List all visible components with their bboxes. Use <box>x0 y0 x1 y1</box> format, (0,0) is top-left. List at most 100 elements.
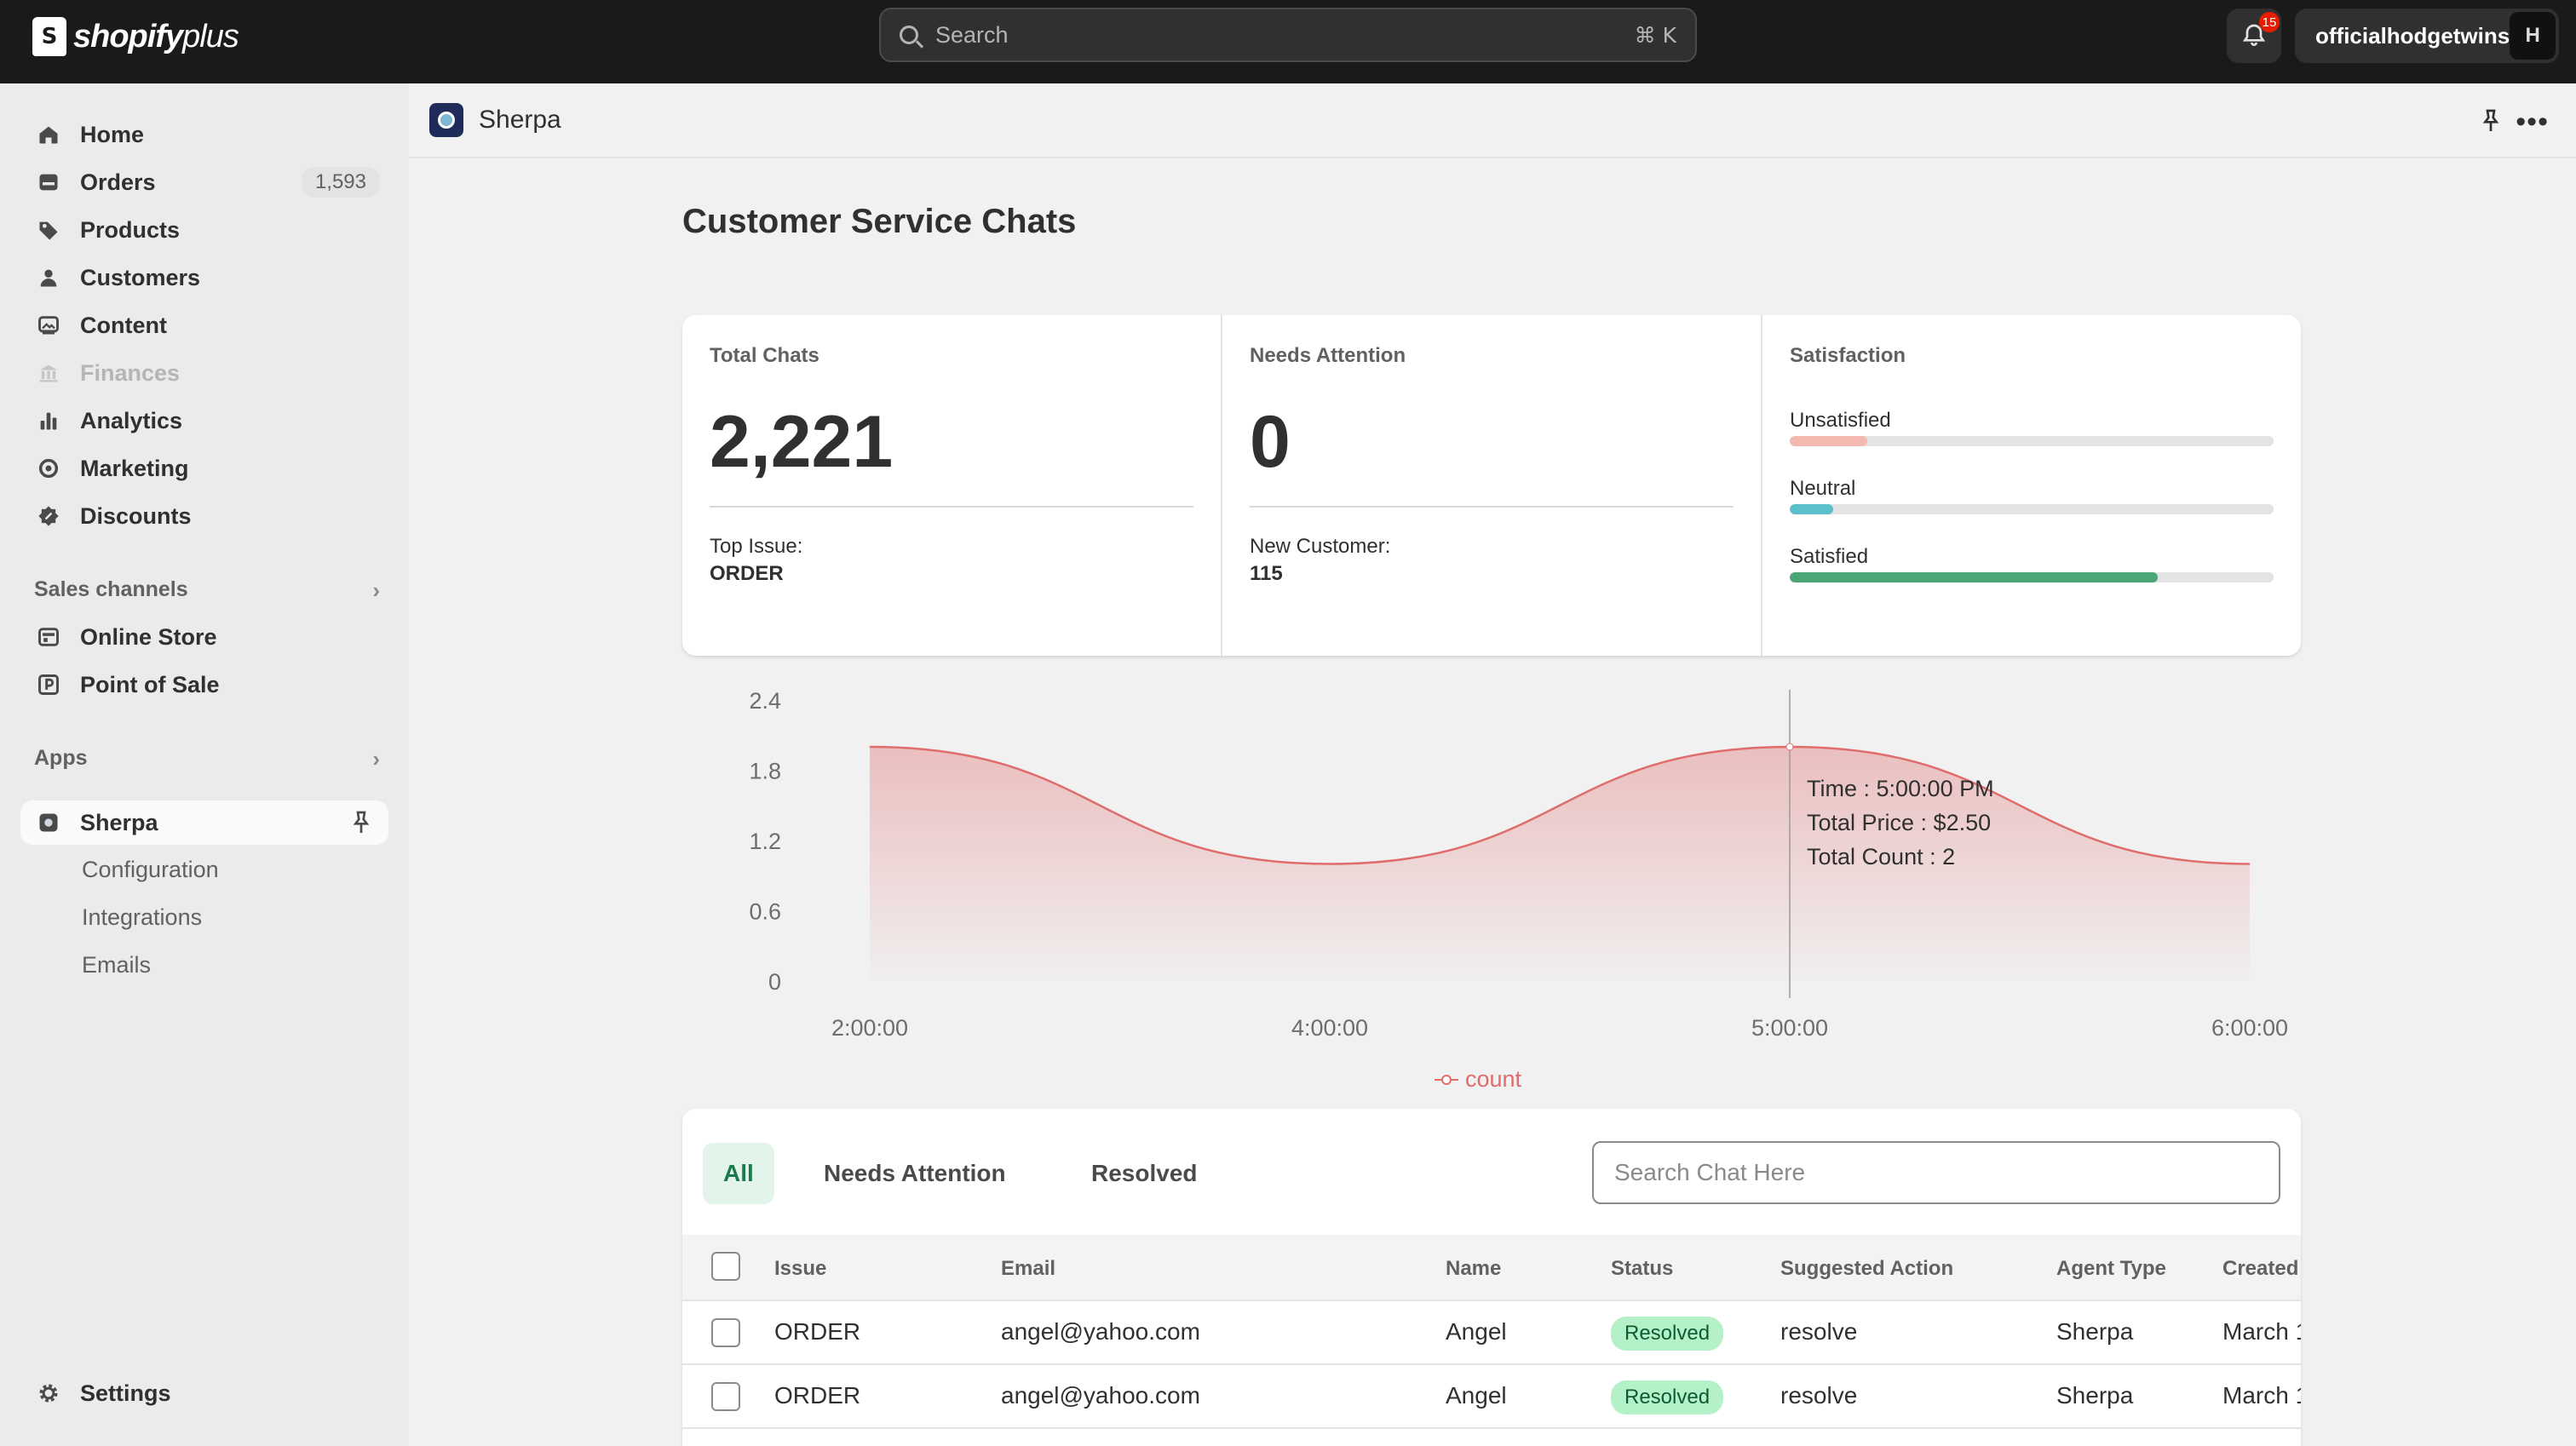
app-title: Sherpa <box>479 106 561 134</box>
needs-attention-card: Needs Attention 0 New Customer: 115 <box>1222 315 1762 656</box>
select-all-checkbox[interactable] <box>711 1252 740 1281</box>
tab-needs-attention[interactable]: Needs Attention <box>824 1160 1006 1186</box>
sidebar-item-finances[interactable]: Finances <box>20 351 388 395</box>
legend-marker-icon <box>1435 1074 1458 1086</box>
column-created[interactable]: Created <box>2222 1257 2299 1280</box>
x-tick-label: 2:00:00 <box>831 1015 908 1041</box>
legend-label: count <box>1465 1066 1522 1092</box>
tooltip-time: Time : 5:00:00 PM <box>1807 776 1994 801</box>
sidebar-item-content[interactable]: Content <box>20 303 388 347</box>
column-agent-type[interactable]: Agent Type <box>2056 1257 2166 1280</box>
search-icon <box>900 26 918 44</box>
sidebar-item-analytics[interactable]: Analytics <box>20 399 388 443</box>
card-label: Needs Attention <box>1250 344 1406 367</box>
table-row[interactable]: ORDER angel@yahoo.com Angel Resolved res… <box>682 1301 2301 1365</box>
status-badge: Resolved <box>1611 1317 1724 1351</box>
sidebar-item-home[interactable]: Home <box>20 112 388 157</box>
neutral-bar <box>1790 504 1834 514</box>
tooltip-price: Total Price : $2.50 <box>1807 810 1992 835</box>
column-status[interactable]: Status <box>1611 1257 1674 1280</box>
person-icon <box>36 265 61 290</box>
target-icon <box>36 456 61 481</box>
table-row[interactable]: ORDER angel@yahoo.com Angel Resolved res… <box>682 1365 2301 1429</box>
total-chats-value: 2,221 <box>710 401 894 483</box>
pin-icon[interactable] <box>2477 107 2504 135</box>
series-area-count <box>870 747 2250 981</box>
row-name: Angel <box>1446 1382 1507 1409</box>
search-chat-input[interactable] <box>1592 1141 2280 1204</box>
bank-icon <box>36 360 61 386</box>
sidebar-item-settings[interactable]: Settings <box>20 1371 388 1415</box>
card-label: Total Chats <box>710 344 819 367</box>
column-email[interactable]: Email <box>1001 1257 1056 1280</box>
sidebar: Home Orders 1,593 Products Customers Con… <box>0 83 409 1446</box>
account-menu[interactable]: officialhodgetwins H <box>2295 9 2559 63</box>
status-badge: Resolved <box>1611 1380 1724 1414</box>
data-point[interactable] <box>1785 743 1794 751</box>
table-row[interactable] <box>682 1429 2301 1446</box>
home-icon <box>36 122 61 147</box>
apps-header[interactable]: Apps › <box>34 746 380 772</box>
y-tick-label: 2.4 <box>749 688 781 714</box>
column-name[interactable]: Name <box>1446 1257 1502 1280</box>
orders-count-badge: 1,593 <box>301 167 380 198</box>
search-placeholder: Search <box>935 21 1009 48</box>
shopify-bag-icon <box>32 17 66 56</box>
tab-all[interactable]: All <box>703 1143 774 1204</box>
sherpa-app-icon <box>36 810 61 835</box>
sidebar-item-orders[interactable]: Orders 1,593 <box>20 160 388 204</box>
column-issue[interactable]: Issue <box>774 1257 827 1280</box>
sidebar-item-customers[interactable]: Customers <box>20 255 388 300</box>
chart-legend[interactable]: count <box>1435 1066 1521 1093</box>
new-customer-value: 115 <box>1250 562 1283 585</box>
row-checkbox[interactable] <box>711 1318 740 1347</box>
sidebar-item-point-of-sale[interactable]: Point of Sale <box>20 663 388 707</box>
pos-icon <box>36 672 61 697</box>
satisfaction-row-satisfied: Satisfied <box>1790 545 2274 582</box>
brand-name: shopify <box>73 18 183 55</box>
row-action: resolve <box>1780 1318 1858 1345</box>
search-shortcut: ⌘ K <box>1634 22 1676 48</box>
bell-icon <box>2242 24 2266 46</box>
sidebar-item-products[interactable]: Products <box>20 208 388 252</box>
sidebar-subitem-configuration[interactable]: Configuration <box>82 857 219 882</box>
new-customer-label: New Customer: <box>1250 535 1391 558</box>
series-line-count <box>869 745 2251 865</box>
discount-icon <box>36 503 61 529</box>
column-suggested-action[interactable]: Suggested Action <box>1780 1257 1954 1280</box>
store-icon <box>36 624 61 650</box>
row-action: resolve <box>1780 1382 1858 1409</box>
row-issue: ORDER <box>774 1382 861 1409</box>
sidebar-item-discounts[interactable]: Discounts <box>20 494 388 538</box>
satisfaction-row-neutral: Neutral <box>1790 477 2274 514</box>
sidebar-item-marketing[interactable]: Marketing <box>20 446 388 491</box>
sidebar-item-online-store[interactable]: Online Store <box>20 615 388 659</box>
shopify-logo[interactable]: shopifyplus <box>32 15 239 58</box>
global-search[interactable]: Search ⌘ K <box>879 8 1697 62</box>
more-options-icon[interactable]: ••• <box>2516 106 2549 138</box>
row-created: March 1 <box>2222 1382 2301 1409</box>
top-bar: shopifyplus Search ⌘ K 15 officialhodget… <box>0 0 2576 83</box>
y-tick-label: 1.8 <box>749 759 781 784</box>
row-checkbox[interactable] <box>711 1382 740 1411</box>
top-issue-value: ORDER <box>710 562 784 585</box>
notifications-button[interactable]: 15 <box>2227 9 2281 63</box>
sidebar-subitem-emails[interactable]: Emails <box>82 952 152 978</box>
pin-icon[interactable] <box>348 809 375 836</box>
top-issue-label: Top Issue: <box>710 535 803 558</box>
page-title: Customer Service Chats <box>682 203 1077 240</box>
x-tick-label: 4:00:00 <box>1291 1015 1368 1041</box>
tab-resolved[interactable]: Resolved <box>1091 1160 1198 1186</box>
sales-channels-header[interactable]: Sales channels › <box>34 577 380 603</box>
chart-svg: 2.4 1.8 1.2 0.6 0 2:00:00 4:00:00 5:00:00 6:00:0… <box>749 688 2288 1041</box>
sidebar-item-sherpa[interactable]: Sherpa <box>20 800 388 845</box>
satisfaction-card: Satisfaction Unsatisfied Neutral Satisfi… <box>1762 315 2301 656</box>
orders-icon <box>36 169 61 195</box>
notifications-badge: 15 <box>2259 12 2280 32</box>
gear-icon <box>36 1380 61 1406</box>
row-name: Angel <box>1446 1318 1507 1345</box>
x-tick-label: 5:00:00 <box>1751 1015 1828 1041</box>
row-email: angel@yahoo.com <box>1001 1318 1200 1345</box>
y-tick-label: 1.2 <box>749 829 781 854</box>
sidebar-subitem-integrations[interactable]: Integrations <box>82 904 203 930</box>
